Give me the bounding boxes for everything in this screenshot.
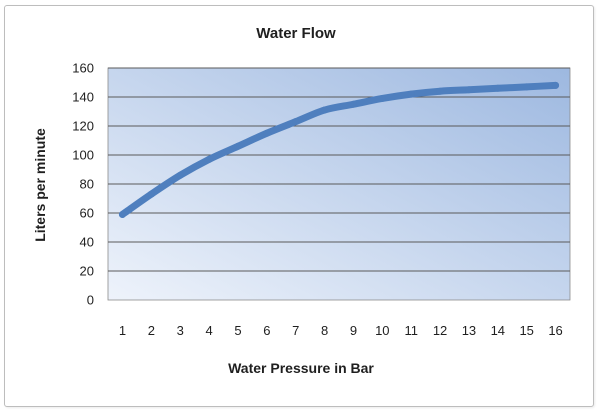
- data-point-16: [552, 81, 560, 89]
- x-tick-label: 1: [119, 323, 126, 338]
- x-tick-label: 15: [519, 323, 533, 338]
- y-tick-label: 40: [80, 235, 94, 250]
- x-tick-label: 13: [462, 323, 476, 338]
- x-tick-label: 2: [148, 323, 155, 338]
- data-point-5: [234, 142, 242, 150]
- data-point-13: [465, 86, 473, 94]
- x-tick-label: 10: [375, 323, 389, 338]
- x-tick-label: 12: [433, 323, 447, 338]
- x-tick-label: 11: [404, 323, 418, 338]
- data-point-6: [263, 129, 271, 137]
- x-tick-label: 4: [205, 323, 212, 338]
- x-tick-label: 8: [321, 323, 328, 338]
- chart-title: Water Flow: [256, 25, 336, 42]
- data-point-2: [147, 190, 155, 198]
- x-tick-label: 9: [350, 323, 357, 338]
- series-line-water-flow: [118, 81, 560, 218]
- y-tick-label: 160: [72, 61, 94, 76]
- y-axis-label: Liters per minute: [32, 128, 48, 242]
- y-tick-label: 60: [80, 206, 94, 221]
- x-tick-label: 3: [177, 323, 184, 338]
- y-tick-label: 80: [80, 177, 94, 192]
- y-tick-label: 100: [72, 148, 94, 163]
- y-axis-ticks: 0 20 40 60 80 100 120 140 160: [72, 61, 94, 308]
- x-tick-label: 14: [491, 323, 505, 338]
- x-tick-label: 6: [263, 323, 270, 338]
- x-axis-ticks: 1 2 3 4 5 6 7 8 9 10 11 12 13 14 15 16: [119, 323, 563, 338]
- data-point-3: [176, 171, 184, 179]
- y-tick-label: 140: [72, 90, 94, 105]
- data-point-1: [118, 210, 126, 218]
- data-point-11: [407, 90, 415, 98]
- data-point-8: [321, 106, 329, 114]
- data-points: [118, 81, 560, 218]
- data-point-10: [378, 94, 386, 102]
- y-tick-label: 0: [87, 293, 94, 308]
- y-tick-label: 20: [80, 264, 94, 279]
- x-tick-label: 16: [548, 323, 562, 338]
- data-point-7: [292, 118, 300, 126]
- gridlines: [108, 67, 570, 272]
- x-tick-label: 5: [234, 323, 241, 338]
- x-axis-label: Water Pressure in Bar: [228, 360, 374, 376]
- data-point-12: [436, 87, 444, 95]
- y-tick-label: 120: [72, 119, 94, 134]
- data-point-14: [494, 84, 502, 92]
- data-point-4: [205, 155, 213, 163]
- x-tick-label: 7: [292, 323, 299, 338]
- data-point-9: [349, 100, 357, 108]
- data-point-15: [523, 83, 531, 91]
